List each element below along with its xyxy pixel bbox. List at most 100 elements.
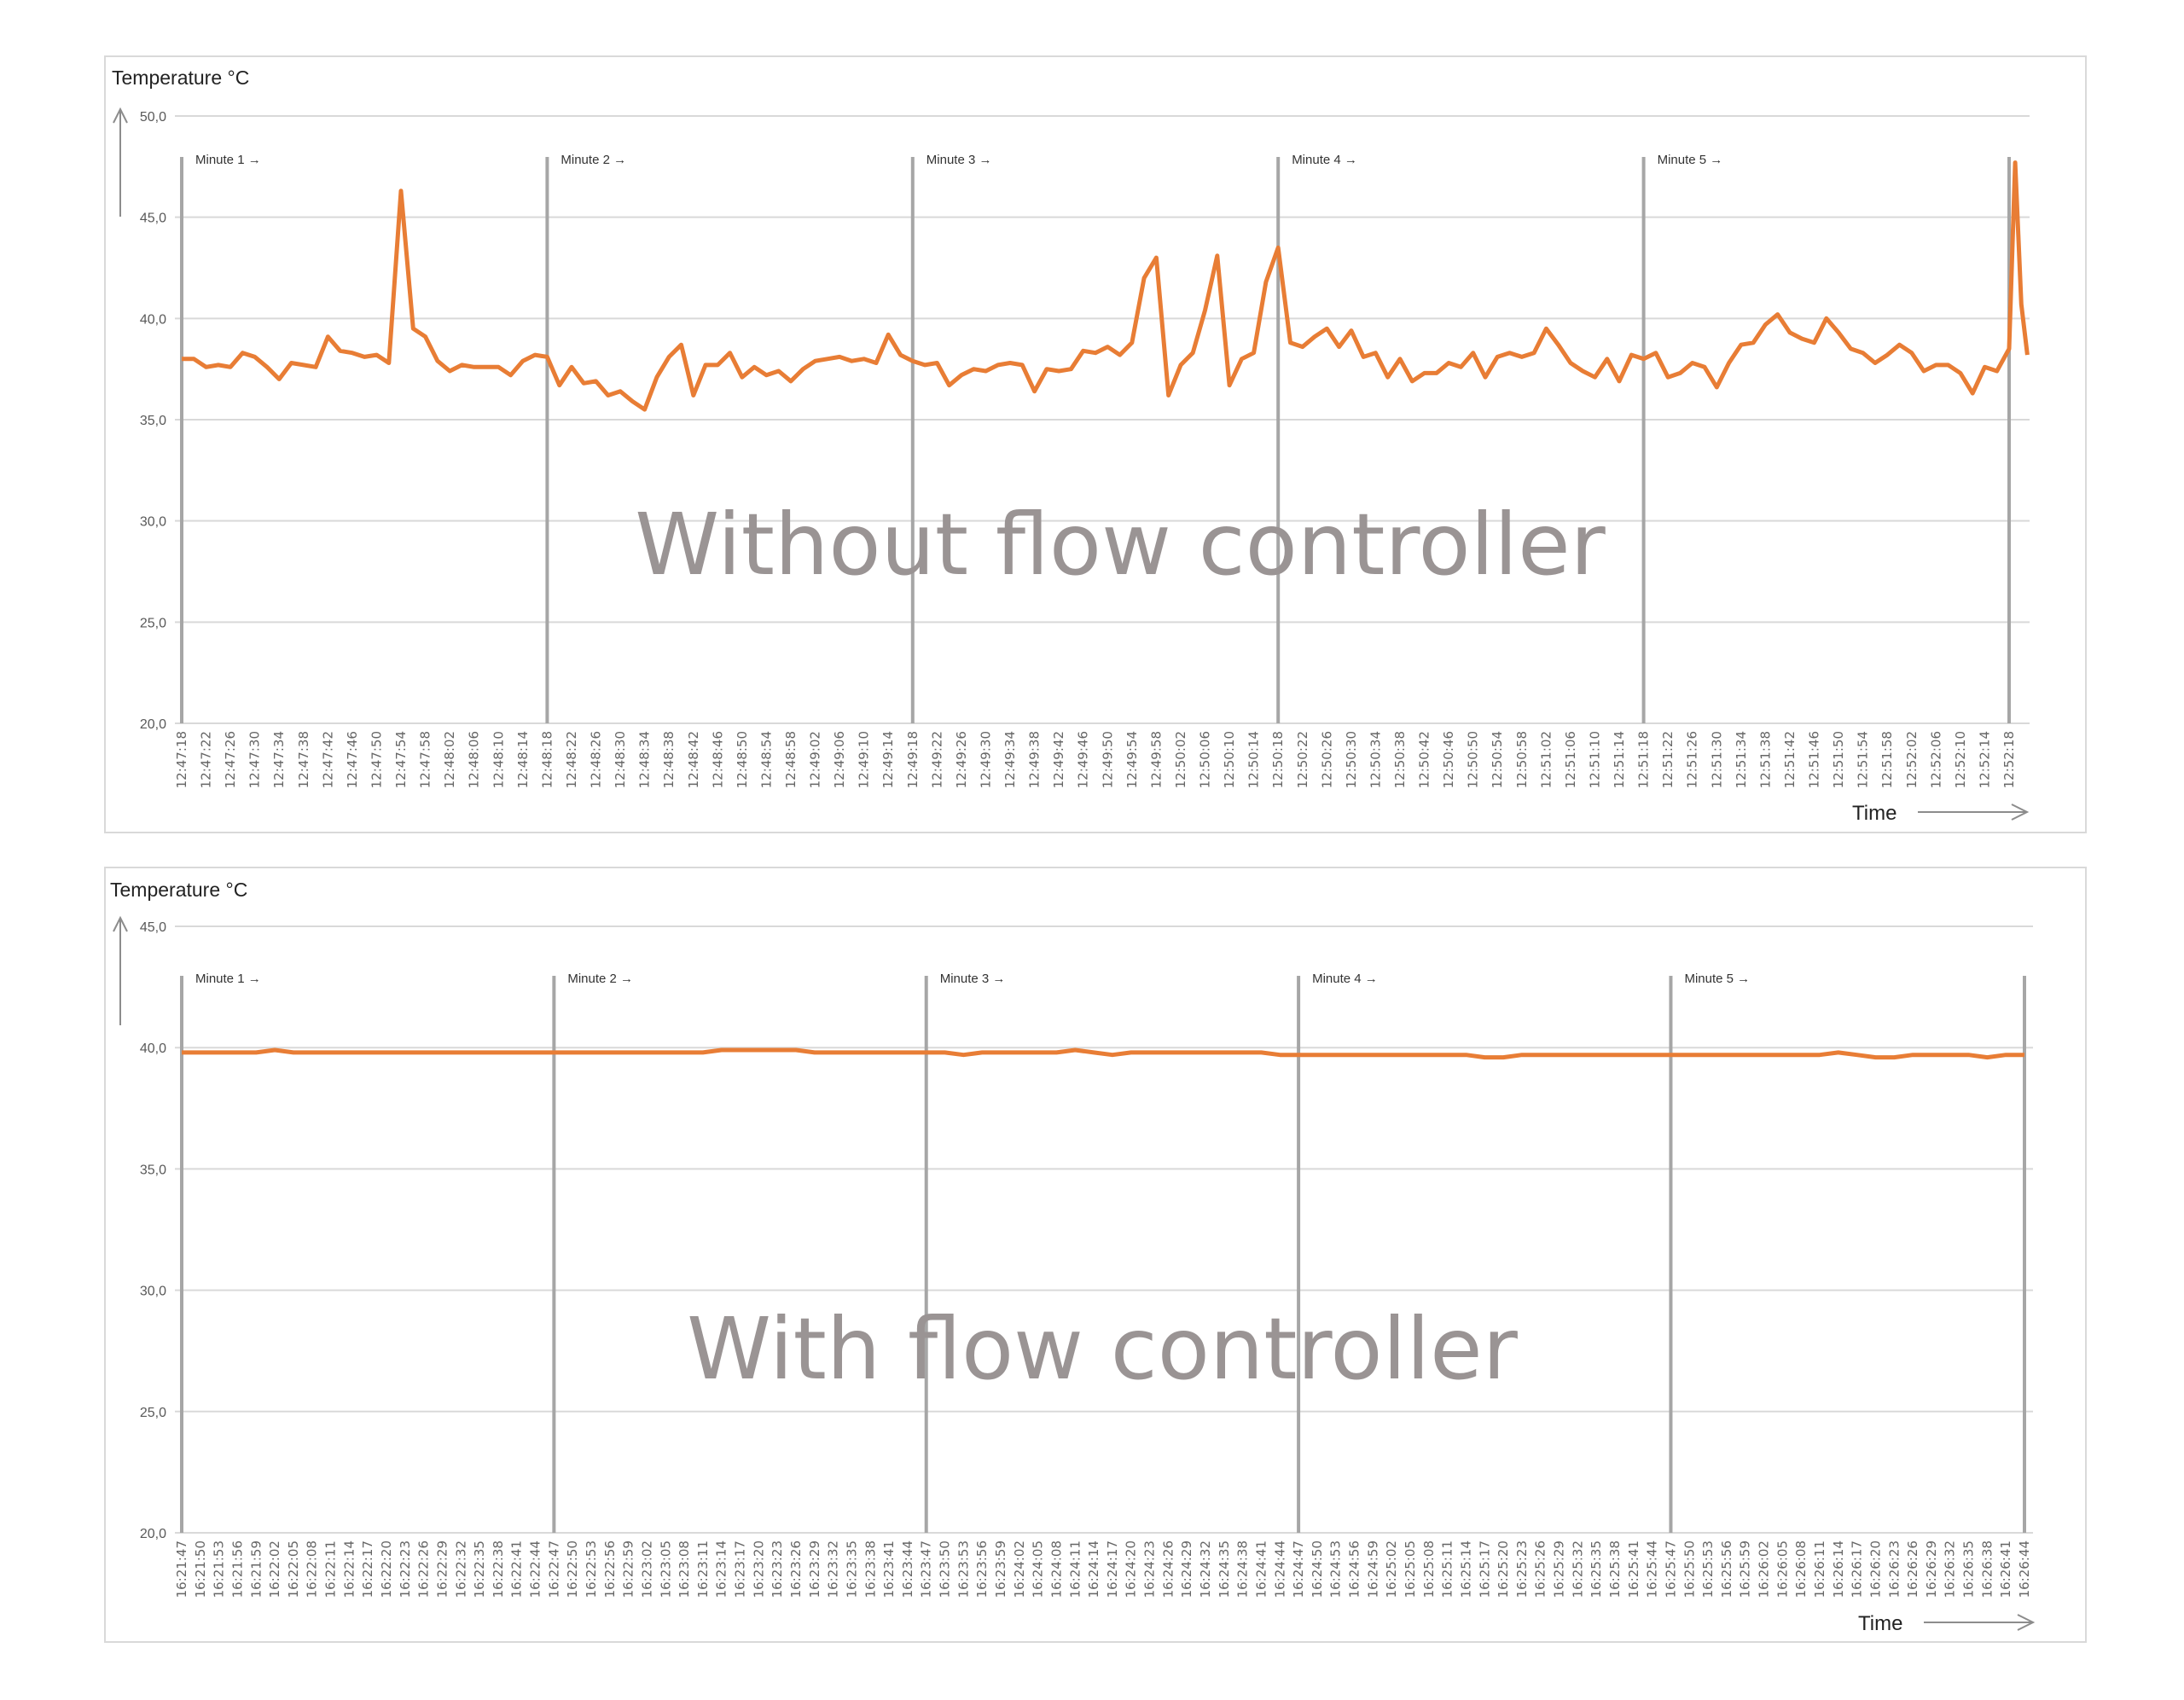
- chart-panel: [104, 867, 2087, 1643]
- x-tick-label: 16:25:41: [1626, 1540, 1641, 1598]
- minute-marker-label: Minute 2 →: [561, 153, 626, 167]
- chart-with-flow-controller: Temperature °C Time 20,0 25,0 30,0 35,0 40,0…: [104, 867, 2087, 1643]
- x-tick-label: 12:49:14: [880, 731, 896, 788]
- x-tick-label: 16:25:32: [1570, 1540, 1585, 1598]
- x-tick-label: 16:24:05: [1031, 1540, 1046, 1598]
- minute-marker-label: Minute 1 →: [195, 153, 261, 167]
- x-tick-label: 16:22:02: [267, 1540, 282, 1598]
- x-tick-label: 12:49:46: [1076, 731, 1091, 788]
- x-tick-label: 12:52:18: [2001, 731, 2017, 788]
- x-tick-label: 16:25:26: [1533, 1540, 1548, 1598]
- y-tick-label: 35,0: [140, 414, 166, 428]
- x-tick-label: 12:48:50: [735, 731, 750, 788]
- x-tick-label: 12:51:18: [1636, 731, 1652, 788]
- x-tick-label: 12:49:10: [857, 731, 872, 788]
- x-tick-label: 16:23:17: [733, 1540, 748, 1598]
- x-tick-label: 12:51:54: [1856, 731, 1871, 788]
- x-tick-label: 16:22:41: [509, 1540, 525, 1598]
- x-tick-label: 16:22:56: [602, 1540, 618, 1598]
- x-tick-label: 12:48:10: [491, 731, 506, 788]
- x-tick-label: 16:22:05: [286, 1540, 301, 1598]
- x-tick-label: 16:25:44: [1645, 1540, 1660, 1598]
- x-tick-label: 16:26:17: [1850, 1540, 1865, 1598]
- x-tick-label: 12:48:06: [467, 731, 482, 788]
- x-tick-label: 16:24:08: [1048, 1540, 1064, 1598]
- x-tick-label: 16:25:02: [1384, 1540, 1399, 1598]
- x-tick-label: 12:48:42: [686, 731, 701, 788]
- x-tick-label: 16:23:59: [993, 1540, 1008, 1598]
- y-axis-arrow-icon: [113, 915, 128, 1025]
- minute-marker-label: Minute 5 →: [1684, 972, 1750, 986]
- minute-marker-label: Minute 4 →: [1312, 972, 1378, 986]
- y-axis-arrow-icon: [113, 107, 128, 217]
- x-tick-label: 16:23:35: [844, 1540, 859, 1598]
- x-tick-label: 16:23:14: [714, 1540, 729, 1598]
- x-tick-label: 16:25:14: [1458, 1540, 1473, 1598]
- minute-marker-label: Minute 2 →: [567, 972, 633, 986]
- y-tick-label: 30,0: [140, 515, 166, 530]
- x-tick-label: 16:23:47: [919, 1540, 934, 1598]
- x-tick-label: 16:24:29: [1179, 1540, 1194, 1598]
- minute-marker-label: Minute 3 →: [940, 972, 1006, 986]
- x-tick-label: 12:47:18: [174, 731, 189, 788]
- x-tick-label: 16:24:11: [1067, 1540, 1083, 1598]
- x-tick-label: 16:26:02: [1757, 1540, 1772, 1598]
- x-tick-label: 16:25:23: [1514, 1540, 1530, 1598]
- x-tick-label: 12:50:14: [1246, 731, 1262, 788]
- x-tick-label: 12:51:38: [1757, 731, 1773, 788]
- x-tick-label: 12:47:30: [247, 731, 263, 788]
- x-tick-label: 12:50:58: [1514, 731, 1530, 788]
- x-tick-label: 12:52:10: [1953, 731, 1968, 788]
- x-tick-label: 16:25:56: [1719, 1540, 1734, 1598]
- x-tick-label: 16:22:17: [360, 1540, 375, 1598]
- x-tick-label: 12:51:06: [1563, 731, 1578, 788]
- x-tick-label: 16:24:56: [1347, 1540, 1362, 1598]
- y-tick-label: 30,0: [140, 1285, 166, 1299]
- x-tick-label: 16:23:11: [695, 1540, 711, 1598]
- x-tick-label: 12:51:14: [1612, 731, 1627, 788]
- x-tick-label: 16:22:35: [472, 1540, 487, 1598]
- x-tick-label: 16:24:17: [1105, 1540, 1120, 1598]
- chart-title: Temperature °C: [112, 67, 249, 89]
- x-tick-label: 16:22:47: [546, 1540, 561, 1598]
- x-tick-label: 12:50:26: [1319, 731, 1334, 788]
- minute-marker-label: Minute 5 →: [1658, 153, 1723, 167]
- x-tick-label: 16:23:53: [956, 1540, 971, 1598]
- chart-annotation: Without flow controller: [635, 495, 1606, 595]
- x-tick-label: 12:47:26: [223, 731, 238, 788]
- x-tick-label: 16:24:20: [1124, 1540, 1139, 1598]
- x-tick-label: 12:49:42: [1051, 731, 1066, 788]
- x-axis-label: Time: [1858, 1612, 1902, 1635]
- x-tick-label: 16:22:59: [621, 1540, 636, 1598]
- x-tick-label: 16:24:23: [1142, 1540, 1158, 1598]
- x-tick-label: 12:50:54: [1490, 731, 1505, 788]
- x-tick-label: 16:21:56: [229, 1540, 245, 1598]
- x-tick-label: 16:25:38: [1607, 1540, 1623, 1598]
- y-tick-label: 20,0: [140, 1527, 166, 1541]
- x-tick-label: 16:22:23: [398, 1540, 413, 1598]
- x-tick-label: 16:26:14: [1831, 1540, 1846, 1598]
- x-tick-label: 16:22:53: [584, 1540, 599, 1598]
- x-tick-label: 12:49:06: [832, 731, 847, 788]
- x-tick-label: 16:22:32: [453, 1540, 468, 1598]
- x-tick-label: 12:49:58: [1148, 731, 1164, 788]
- x-tick-label: 12:50:50: [1466, 731, 1481, 788]
- x-tick-label: 12:49:34: [1002, 731, 1018, 788]
- x-tick-label: 16:24:59: [1365, 1540, 1380, 1598]
- x-tick-label: 16:22:50: [565, 1540, 580, 1598]
- minute-marker-label: Minute 3 →: [926, 153, 992, 167]
- x-tick-label: 12:48:02: [442, 731, 457, 788]
- x-axis-label: Time: [1852, 802, 1896, 825]
- x-tick-label: 16:24:50: [1310, 1540, 1325, 1598]
- x-tick-label: 16:22:29: [434, 1540, 450, 1598]
- x-tick-label: 16:21:50: [193, 1540, 208, 1598]
- x-tick-label: 16:25:20: [1496, 1540, 1511, 1598]
- x-tick-label: 16:24:26: [1160, 1540, 1176, 1598]
- x-tick-label: 16:22:38: [491, 1540, 506, 1598]
- x-tick-label: 16:25:29: [1552, 1540, 1567, 1598]
- x-tick-label: 12:48:14: [515, 731, 531, 788]
- x-tick-label: 16:26:32: [1943, 1540, 1958, 1598]
- x-tick-label: 12:47:58: [418, 731, 433, 788]
- x-tick-label: 16:23:29: [807, 1540, 822, 1598]
- x-tick-label: 16:25:50: [1682, 1540, 1697, 1598]
